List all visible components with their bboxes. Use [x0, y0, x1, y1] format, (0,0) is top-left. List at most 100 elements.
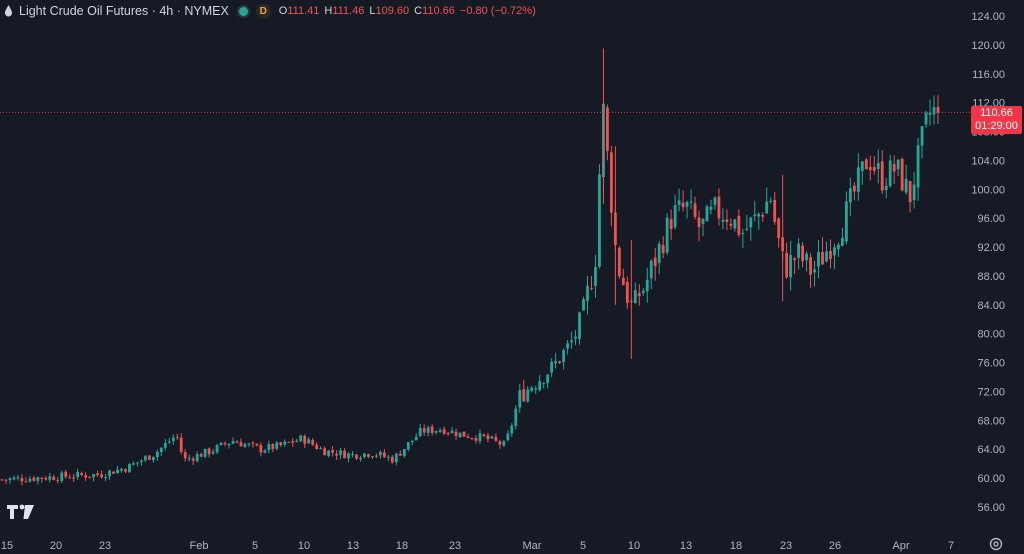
candle-body	[844, 201, 848, 242]
x-tick-label: 5	[252, 540, 258, 552]
candle-body	[124, 469, 127, 472]
candle-body	[825, 251, 828, 262]
candle-body	[307, 439, 311, 444]
candle-body	[852, 185, 856, 192]
candle-body	[681, 202, 685, 208]
candle-body	[709, 206, 713, 210]
candle-body	[494, 437, 498, 441]
candle-body	[390, 456, 394, 463]
candle-body	[502, 441, 506, 446]
symbol-title[interactable]: Light Crude Oil Futures · 4h · NYMEX	[19, 4, 229, 18]
candle-body	[371, 456, 374, 458]
candle-body	[147, 455, 151, 460]
candle-body	[48, 476, 52, 480]
candle-body	[538, 381, 542, 391]
ohlc-value: 109.60	[375, 5, 410, 17]
candle-body	[167, 441, 171, 443]
plot-area[interactable]	[0, 48, 940, 486]
x-tick-label: 18	[396, 540, 408, 552]
candle-body	[498, 441, 502, 445]
candle-body	[721, 219, 725, 222]
candle-body	[351, 454, 354, 456]
candle-body	[761, 214, 765, 217]
candle-body	[402, 449, 406, 457]
candle-body	[526, 389, 530, 402]
x-tick-label: 26	[829, 540, 841, 552]
candle-body	[621, 277, 625, 286]
ohlc-value: 110.66	[422, 5, 455, 17]
candle-body	[908, 180, 912, 203]
candle-body	[892, 164, 896, 172]
candle-body	[896, 159, 900, 170]
candle-body	[789, 255, 793, 278]
tradingview-logo-icon[interactable]	[7, 503, 35, 521]
candle-body	[562, 350, 565, 363]
candle-body	[263, 450, 267, 453]
candle-body	[697, 217, 701, 228]
settings-icon[interactable]	[988, 536, 1004, 552]
candle-body	[510, 425, 514, 434]
candle-body	[725, 219, 729, 222]
price-axis[interactable]: 56.00 60.00 64.00 68.00 72.00 76.00 80.00 84.00…	[971, 11, 1005, 514]
candle-body	[175, 436, 179, 438]
candle-body	[558, 361, 562, 363]
candle-body	[104, 477, 107, 479]
candle-body	[140, 460, 143, 462]
candle-body	[928, 112, 932, 115]
candle-body	[633, 290, 637, 303]
candle-body	[219, 442, 223, 446]
x-tick-label: 18	[730, 540, 742, 552]
candle-body	[96, 473, 99, 476]
candle-body	[450, 430, 454, 434]
candle-body	[769, 201, 773, 203]
candle-body	[267, 444, 271, 451]
candle-body	[785, 252, 789, 278]
y-tick-label: 64.00	[977, 444, 1005, 456]
y-tick-label: 100.00	[971, 184, 1005, 196]
candle-body	[454, 431, 458, 437]
ohlc-value: 111.46	[332, 5, 365, 17]
y-tick-label: 124.00	[971, 11, 1005, 23]
time-axis[interactable]: 15 20 23 Feb 5 10 13 18 23 Mar 5 10 13 18 23 26 Apr 7	[1, 540, 954, 552]
candle-body	[932, 107, 936, 115]
candle-body	[609, 152, 613, 213]
candle-body	[215, 445, 219, 453]
candle-body	[506, 433, 510, 441]
candle-body	[821, 252, 824, 265]
x-tick-label: 20	[50, 540, 62, 552]
candle-body	[259, 445, 263, 453]
y-tick-label: 84.00	[977, 300, 1005, 312]
status-badge: D	[255, 3, 271, 19]
candle-body	[347, 453, 350, 459]
candle-body	[817, 252, 820, 267]
candle-body	[255, 443, 259, 446]
candle-body	[637, 292, 641, 297]
candle-body	[271, 443, 275, 450]
candle-body	[143, 456, 147, 461]
candle-body	[24, 481, 28, 483]
candle-body	[315, 444, 319, 450]
candle-body	[251, 442, 255, 444]
candle-body	[848, 188, 852, 203]
candle-body	[199, 454, 203, 457]
candle-body	[701, 218, 705, 224]
candle-body	[534, 388, 538, 390]
candle-body	[912, 184, 916, 201]
candle-body	[876, 163, 880, 170]
x-tick-label: 10	[628, 540, 640, 552]
candle-body	[386, 456, 390, 458]
candle-body	[550, 361, 554, 373]
chart-legend: Light Crude Oil Futures · 4h · NYMEX D O…	[4, 3, 541, 19]
x-tick-label: Apr	[892, 540, 909, 552]
y-tick-label: 92.00	[977, 242, 1005, 254]
candle-body	[924, 112, 928, 125]
candle-body	[566, 343, 569, 349]
x-tick-label: Mar	[523, 540, 542, 552]
candle-body	[327, 450, 331, 457]
drop-icon	[5, 5, 12, 17]
candle-body	[52, 476, 56, 481]
candle-body	[398, 453, 402, 456]
candle-body	[378, 451, 382, 456]
candle-body	[375, 455, 378, 457]
